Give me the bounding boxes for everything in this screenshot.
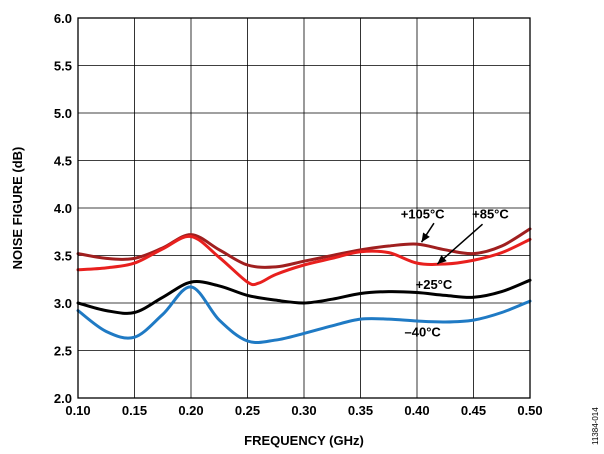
- series-line-2: [76, 234, 532, 287]
- x-tick-label: 0.20: [178, 403, 203, 418]
- y-tick-label: 3.5: [54, 249, 72, 264]
- x-tick-label: 0.40: [404, 403, 429, 418]
- series-annotations: +105°C +85°C +25°C –40°C: [401, 207, 510, 340]
- y-tick-labels: 2.0 2.5 3.0 3.5 4.0 4.5 5.0 5.5 6.0: [54, 11, 72, 406]
- x-tick-label: 0.50: [517, 403, 542, 418]
- y-tick-label: 4.0: [54, 201, 72, 216]
- y-tick-label: 2.0: [54, 391, 72, 406]
- series-annotation: –40°C: [405, 325, 442, 340]
- series-annotation: +25°C: [416, 277, 453, 292]
- x-tick-labels: 0.10 0.15 0.20 0.25 0.30 0.35 0.40 0.45 0.50: [65, 403, 542, 418]
- y-tick-label: 6.0: [54, 11, 72, 26]
- y-tick-label: 2.5: [54, 344, 72, 359]
- series-line-3: [76, 278, 532, 315]
- plot-frame: [77, 17, 531, 399]
- x-tick-label: 0.30: [291, 403, 316, 418]
- y-tick-label: 5.0: [54, 106, 72, 121]
- series-lines: [76, 227, 532, 344]
- x-axis-label: FREQUENCY (GHz): [244, 433, 364, 448]
- y-axis-label: NOISE FIGURE (dB): [10, 147, 25, 270]
- grid: [77, 17, 531, 399]
- series-line-4: [76, 285, 532, 344]
- series-annotation: +85°C: [472, 207, 509, 222]
- annotation-arrows: [420, 222, 484, 265]
- annotation-105c-arrowhead: [421, 232, 430, 243]
- figure-id: 11384-014: [591, 407, 600, 445]
- x-tick-label: 0.15: [122, 403, 147, 418]
- y-tick-label: 5.5: [54, 59, 72, 74]
- annotation-85c-leader: [436, 223, 484, 265]
- x-tick-label: 0.35: [348, 403, 373, 418]
- y-tick-label: 3.0: [54, 296, 72, 311]
- x-tick-label: 0.45: [461, 403, 486, 418]
- x-tick-label: 0.25: [235, 403, 260, 418]
- annotation-85c-arrowhead: [437, 255, 447, 264]
- y-tick-label: 4.5: [54, 154, 72, 169]
- x-tick-label: 0.10: [65, 403, 90, 418]
- series-annotation: +105°C: [401, 207, 445, 222]
